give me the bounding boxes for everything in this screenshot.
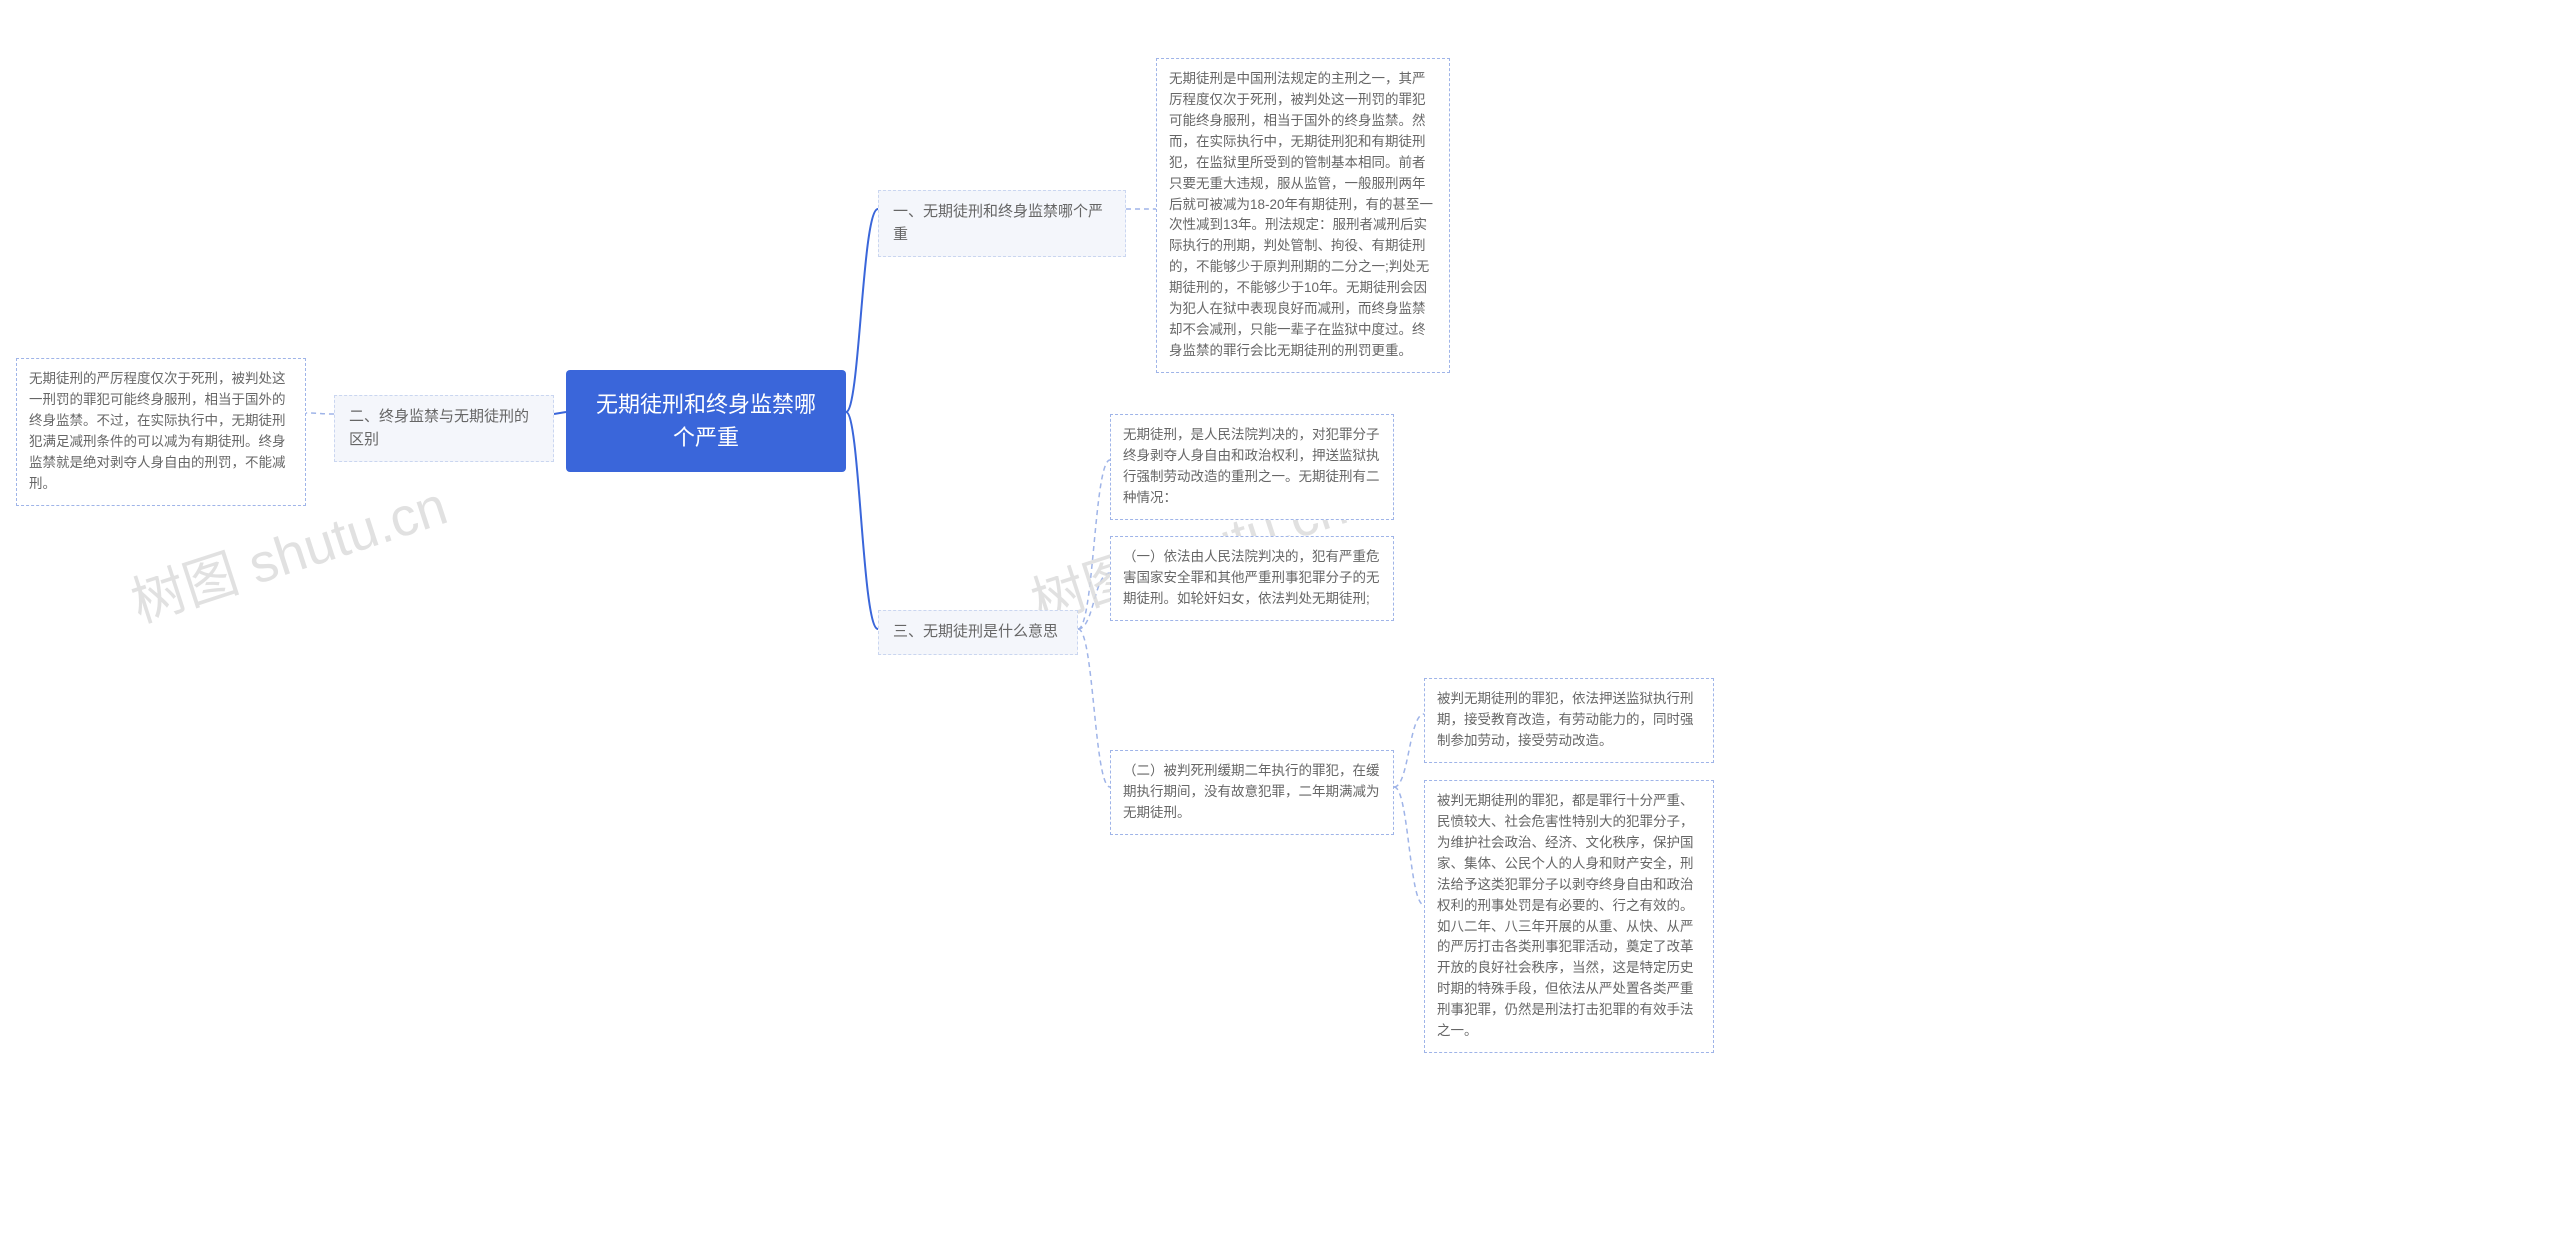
branch-node-b2[interactable]: 二、终身监禁与无期徒刑的区别: [334, 395, 554, 462]
leaf-node-b3-3[interactable]: （二）被判死刑缓期二年执行的罪犯，在缓期执行期间，没有故意犯罪，二年期满减为无期…: [1110, 750, 1394, 835]
branch-node-b1[interactable]: 一、无期徒刑和终身监禁哪个严重: [878, 190, 1126, 257]
root-node[interactable]: 无期徒刑和终身监禁哪个严重: [566, 370, 846, 472]
leaf-node-b2-1[interactable]: 无期徒刑的严厉程度仅次于死刑，被判处这一刑罚的罪犯可能终身服刑，相当于国外的终身…: [16, 358, 306, 506]
branch-node-b3[interactable]: 三、无期徒刑是什么意思: [878, 610, 1078, 655]
leaf-node-b1-1[interactable]: 无期徒刑是中国刑法规定的主刑之一，其严厉程度仅次于死刑，被判处这一刑罚的罪犯可能…: [1156, 58, 1450, 373]
leaf-node-b3-2[interactable]: （一）依法由人民法院判决的，犯有严重危害国家安全罪和其他严重刑事犯罪分子的无期徒…: [1110, 536, 1394, 621]
leaf-node-b3-3-2[interactable]: 被判无期徒刑的罪犯，都是罪行十分严重、民愤较大、社会危害性特别大的犯罪分子，为维…: [1424, 780, 1714, 1053]
leaf-node-b3-1[interactable]: 无期徒刑，是人民法院判决的，对犯罪分子终身剥夺人身自由和政治权利，押送监狱执行强…: [1110, 414, 1394, 520]
leaf-node-b3-3-1[interactable]: 被判无期徒刑的罪犯，依法押送监狱执行刑期，接受教育改造，有劳动能力的，同时强制参…: [1424, 678, 1714, 763]
